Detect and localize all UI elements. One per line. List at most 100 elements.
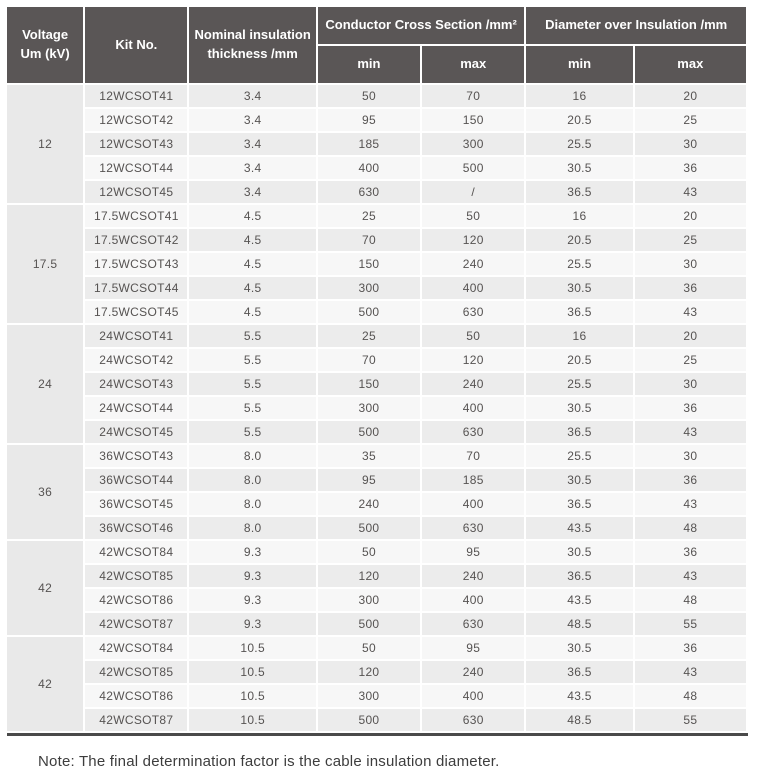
header-conductor-group: Conductor Cross Section /mm²: [317, 7, 525, 44]
dia-min-cell: 30.5: [526, 637, 633, 659]
header-dia-max: max: [634, 46, 746, 83]
dia-min-cell: 36.5: [526, 301, 633, 323]
ccs-max-cell: 150: [422, 109, 525, 131]
kit-no-cell: 36WCSOT44: [85, 469, 188, 491]
dia-max-cell: 43: [634, 661, 746, 683]
dia-min-cell: 36.5: [526, 181, 633, 203]
header-voltage: Voltage Um (kV): [7, 7, 84, 83]
ccs-min-cell: 95: [317, 109, 421, 131]
kit-no-cell: 42WCSOT84: [85, 541, 188, 563]
thickness-cell: 8.0: [189, 469, 316, 491]
dia-min-cell: 30.5: [526, 541, 633, 563]
thickness-cell: 4.5: [189, 229, 316, 251]
table-row: 42WCSOT87 9.3 500 630 48.5 55: [7, 613, 746, 635]
dia-min-cell: 20.5: [526, 349, 633, 371]
dia-max-cell: 48: [634, 517, 746, 539]
thickness-cell: 3.4: [189, 85, 316, 107]
voltage-group-cell: 42: [7, 541, 84, 635]
kit-no-cell: 42WCSOT87: [85, 613, 188, 635]
dia-min-cell: 43.5: [526, 517, 633, 539]
thickness-cell: 3.4: [189, 181, 316, 203]
dia-max-cell: 25: [634, 109, 746, 131]
thickness-cell: 4.5: [189, 205, 316, 227]
dia-min-cell: 16: [526, 85, 633, 107]
ccs-max-cell: 500: [422, 157, 525, 179]
thickness-cell: 10.5: [189, 637, 316, 659]
header-subrow: min max min max: [7, 46, 746, 83]
ccs-max-cell: 400: [422, 589, 525, 611]
kit-no-cell: 24WCSOT44: [85, 397, 188, 419]
thickness-cell: 8.0: [189, 493, 316, 515]
ccs-min-cell: 500: [317, 301, 421, 323]
ccs-min-cell: 500: [317, 709, 421, 731]
dia-max-cell: 55: [634, 709, 746, 731]
dia-max-cell: 20: [634, 205, 746, 227]
dia-max-cell: 30: [634, 445, 746, 467]
table-row: 24WCSOT44 5.5 300 400 30.5 36: [7, 397, 746, 419]
table-row: 36WCSOT44 8.0 95 185 30.5 36: [7, 469, 746, 491]
dia-max-cell: 43: [634, 421, 746, 443]
kit-no-cell: 17.5WCSOT45: [85, 301, 188, 323]
thickness-cell: 3.4: [189, 157, 316, 179]
ccs-max-cell: 95: [422, 637, 525, 659]
dia-min-cell: 30.5: [526, 157, 633, 179]
thickness-cell: 5.5: [189, 421, 316, 443]
ccs-max-cell: 400: [422, 685, 525, 707]
kit-no-cell: 17.5WCSOT42: [85, 229, 188, 251]
dia-max-cell: 36: [634, 157, 746, 179]
dia-max-cell: 43: [634, 181, 746, 203]
ccs-max-cell: 50: [422, 205, 525, 227]
ccs-max-cell: 95: [422, 541, 525, 563]
ccs-max-cell: 240: [422, 661, 525, 683]
ccs-min-cell: 185: [317, 133, 421, 155]
kit-no-cell: 12WCSOT44: [85, 157, 188, 179]
dia-min-cell: 16: [526, 325, 633, 347]
table-row: 24WCSOT45 5.5 500 630 36.5 43: [7, 421, 746, 443]
thickness-cell: 5.5: [189, 349, 316, 371]
kit-no-cell: 24WCSOT41: [85, 325, 188, 347]
ccs-min-cell: 300: [317, 277, 421, 299]
ccs-min-cell: 35: [317, 445, 421, 467]
voltage-group-cell: 24: [7, 325, 84, 443]
dia-max-cell: 36: [634, 397, 746, 419]
header-ccs-min: min: [317, 46, 421, 83]
ccs-max-cell: 185: [422, 469, 525, 491]
dia-min-cell: 20.5: [526, 229, 633, 251]
ccs-max-cell: 630: [422, 517, 525, 539]
kit-no-cell: 12WCSOT41: [85, 85, 188, 107]
thickness-cell: 10.5: [189, 709, 316, 731]
ccs-min-cell: 25: [317, 325, 421, 347]
table-row: 12WCSOT42 3.4 95 150 20.5 25: [7, 109, 746, 131]
dia-max-cell: 30: [634, 373, 746, 395]
kit-no-cell: 42WCSOT85: [85, 661, 188, 683]
dia-max-cell: 36: [634, 277, 746, 299]
ccs-max-cell: 300: [422, 133, 525, 155]
note-text: Note: The final determination factor is …: [38, 753, 500, 770]
thickness-cell: 8.0: [189, 445, 316, 467]
dia-max-cell: 43: [634, 565, 746, 587]
thickness-cell: 9.3: [189, 589, 316, 611]
dia-min-cell: 25.5: [526, 253, 633, 275]
kit-no-cell: 42WCSOT85: [85, 565, 188, 587]
table-body: 12 12WCSOT41 3.4 50 70 16 20 12WCSOT42 3.4 95 150 2…: [7, 85, 746, 731]
table-row: 12WCSOT45 3.4 630/36.5 43: [7, 181, 746, 203]
table-header: Voltage Um (kV) Kit No. Nominal insulati…: [7, 7, 746, 83]
table-row: 42 42WCSOT84 9.3 50 95 30.5 36: [7, 541, 746, 635]
ccs-min-cell: 70: [317, 229, 421, 251]
dia-max-cell: 25: [634, 349, 746, 371]
dia-max-cell: 36: [634, 469, 746, 491]
ccs-min-cell: 95: [317, 469, 421, 491]
ccs-max-cell: 630: [422, 709, 525, 731]
table-row: 36WCSOT45 8.0 240 400 36.5 43: [7, 493, 746, 515]
kit-no-cell: 17.5WCSOT44: [85, 277, 188, 299]
dia-min-cell: 25.5: [526, 445, 633, 467]
ccs-min-cell: 300: [317, 397, 421, 419]
thickness-cell: 3.4: [189, 133, 316, 155]
table-row: 17.5WCSOT45 4.5 500 630 36.5 43: [7, 301, 746, 323]
dia-max-cell: 36: [634, 541, 746, 563]
kit-no-cell: 42WCSOT86: [85, 685, 188, 707]
thickness-cell: 10.5: [189, 661, 316, 683]
dia-min-cell: 30.5: [526, 397, 633, 419]
dia-min-cell: 43.5: [526, 589, 633, 611]
